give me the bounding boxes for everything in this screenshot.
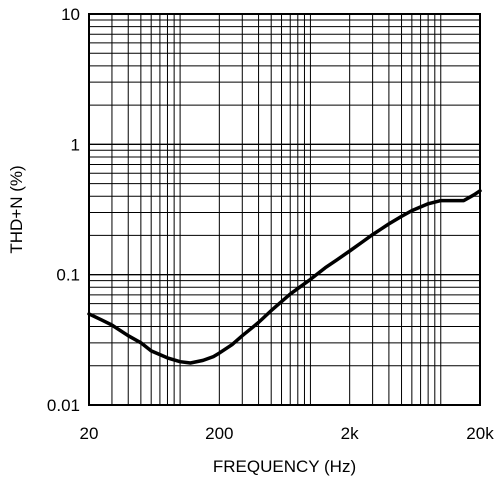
y-tick-labels: 10 1 0.1 0.01 bbox=[47, 5, 80, 415]
y-tick-label: 0.1 bbox=[56, 266, 80, 285]
x-tick-label: 200 bbox=[205, 424, 233, 443]
plot-frame bbox=[88, 13, 481, 406]
y-tick-label: 10 bbox=[61, 5, 80, 24]
x-axis-label: FREQUENCY (Hz) bbox=[213, 457, 356, 476]
series-line bbox=[87, 189, 482, 365]
y-tick-label: 0.01 bbox=[47, 396, 80, 415]
x-tick-labels: 20 200 2k 20k bbox=[80, 424, 495, 443]
y-tick-label: 1 bbox=[71, 135, 80, 154]
grid-lines bbox=[89, 14, 480, 405]
x-tick-label: 20k bbox=[466, 424, 494, 443]
y-axis-label: THD+N (%) bbox=[7, 165, 26, 253]
x-tick-label: 2k bbox=[341, 424, 359, 443]
x-tick-label: 20 bbox=[80, 424, 99, 443]
series-group bbox=[87, 189, 482, 365]
